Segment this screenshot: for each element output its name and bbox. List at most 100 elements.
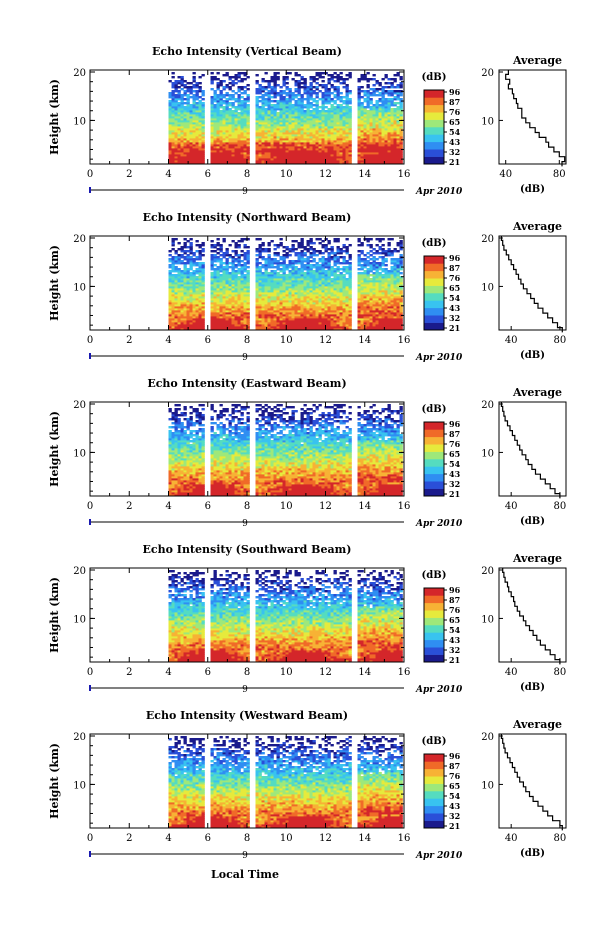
heat-cell (357, 136, 361, 139)
heat-cell (285, 114, 289, 117)
heat-cell (222, 100, 226, 103)
heat-cell (192, 96, 196, 99)
heat-cell (177, 128, 181, 131)
heat-cell (213, 100, 217, 103)
heat-cell (168, 108, 172, 111)
heat-cell (288, 106, 292, 109)
heat-cell (186, 112, 190, 115)
heat-cell (276, 78, 280, 81)
heat-cell (219, 254, 223, 257)
colorbar-tick-label: 96 (449, 87, 461, 97)
heat-cell (282, 160, 286, 163)
heat-cell (390, 110, 394, 113)
heat-cell (348, 138, 352, 141)
profile-x-tick-label: 40 (499, 169, 512, 180)
heat-cell (309, 156, 313, 159)
heat-cell (336, 110, 340, 113)
heat-cell (390, 84, 394, 87)
heat-cell (375, 104, 379, 107)
heat-cell (342, 78, 346, 81)
heat-cell (231, 106, 235, 109)
heat-cell (285, 144, 289, 147)
heat-cell (339, 82, 343, 85)
heat-cell (348, 144, 352, 147)
heat-cell (216, 124, 220, 127)
heat-cell (375, 108, 379, 111)
heat-cell (357, 150, 361, 153)
heat-cell (246, 96, 250, 99)
heat-cell (192, 124, 196, 127)
heat-cell (264, 150, 268, 153)
heat-cell (216, 140, 220, 143)
heat-cell (369, 134, 373, 137)
heat-cell (300, 162, 304, 165)
heat-cell (360, 134, 364, 137)
heat-cell (198, 100, 202, 103)
heat-cell (399, 84, 403, 87)
heat-cell (231, 240, 235, 243)
heat-cell (240, 144, 244, 147)
heat-cell (246, 124, 250, 127)
heat-cell (384, 82, 388, 85)
heat-cell (243, 78, 247, 81)
heat-cell (195, 118, 199, 121)
heat-cell (333, 130, 337, 133)
heat-cell (273, 244, 277, 247)
heat-cell (198, 90, 202, 93)
heat-cell (306, 130, 310, 133)
heat-cell (240, 150, 244, 153)
heat-cell (231, 136, 235, 139)
heat-cell (234, 138, 238, 141)
heat-cell (327, 240, 331, 243)
heat-cell (285, 94, 289, 97)
heat-cell (336, 104, 340, 107)
heat-cell (273, 104, 277, 107)
heat-cell (357, 112, 361, 115)
heat-cell (222, 132, 226, 135)
heat-cell (339, 130, 343, 133)
heat-cell (297, 122, 301, 125)
heat-cell (183, 242, 187, 245)
heat-cell (258, 112, 262, 115)
heat-cell (201, 92, 205, 95)
heat-cell (273, 82, 277, 85)
heat-cell (282, 134, 286, 137)
heat-cell (309, 92, 313, 95)
heat-cell (222, 152, 226, 155)
heat-cell (330, 140, 334, 143)
heat-cell (228, 146, 232, 149)
heat-cell (174, 104, 178, 107)
heat-cell (327, 128, 331, 131)
heat-cell (369, 106, 373, 109)
heat-cell (168, 122, 172, 125)
heat-cell (189, 118, 193, 121)
heat-cell (381, 108, 385, 111)
heat-cell (396, 146, 400, 149)
heat-cell (180, 88, 184, 91)
heat-cell (360, 112, 364, 115)
heat-cell (171, 82, 175, 85)
heat-cell (246, 154, 250, 157)
heat-cell (285, 76, 289, 79)
heat-cell (384, 160, 388, 163)
heat-cell (174, 98, 178, 101)
heat-cell (288, 122, 292, 125)
heat-cell (255, 158, 259, 161)
heat-cell (234, 122, 238, 125)
heat-cell (360, 124, 364, 127)
heat-cell (285, 150, 289, 153)
heat-cell (396, 124, 400, 127)
heat-cell (282, 152, 286, 155)
heat-cell (291, 116, 295, 119)
heat-cell (306, 102, 310, 105)
heat-cell (234, 158, 238, 161)
heat-cell (387, 108, 391, 111)
heat-cell (306, 112, 310, 115)
heat-cell (378, 112, 382, 115)
heat-cell (228, 140, 232, 143)
heat-cell (396, 132, 400, 135)
heat-cell (387, 114, 391, 117)
heat-cell (300, 118, 304, 121)
heat-cell (273, 270, 277, 273)
heat-cell (294, 158, 298, 161)
